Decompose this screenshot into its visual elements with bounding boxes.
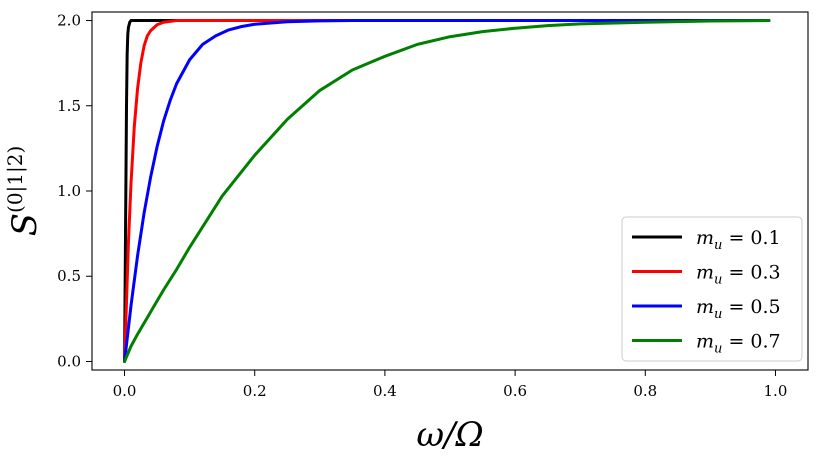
series-line-3 <box>123 19 771 363</box>
x-tick-label: 0.4 <box>373 382 397 400</box>
legend-label-3: mu = 0.5 <box>696 296 781 322</box>
legend-label-1: mu = 0.1 <box>696 227 781 253</box>
y-axis-title-symbol: S <box>5 213 45 236</box>
legend-box <box>621 216 803 362</box>
y-tick-label: 1.0 <box>57 182 81 200</box>
legend: mu = 0.1 mu = 0.3 mu = 0.5 mu = 0.7 <box>621 216 803 362</box>
x-tick-label: 0.6 <box>503 382 527 400</box>
legend-label-4: mu = 0.7 <box>696 331 781 357</box>
x-tick-label: 0.0 <box>113 382 137 400</box>
series-line-4 <box>123 19 771 363</box>
y-tick-label: 0.0 <box>57 352 81 370</box>
legend-label-2: mu = 0.3 <box>696 262 781 288</box>
x-tick-label: 0.8 <box>633 382 657 400</box>
y-tick-label: 1.5 <box>57 97 81 115</box>
x-axis-title: ω/Ω <box>416 415 483 455</box>
x-tick-label: 1.0 <box>764 382 788 400</box>
x-axis-ticks: 0.0 0.2 0.4 0.6 0.8 1.0 <box>113 370 788 400</box>
y-tick-label: 0.5 <box>57 267 81 285</box>
y-axis-ticks: 0.0 0.5 1.0 1.5 2.0 <box>57 12 92 370</box>
y-axis-title: S(0|1|2) <box>3 146 45 237</box>
x-tick-label: 0.2 <box>243 382 267 400</box>
series-layer <box>123 19 771 363</box>
y-axis-title-superscript: (0|1|2) <box>3 146 28 213</box>
y-tick-label: 2.0 <box>57 12 81 30</box>
